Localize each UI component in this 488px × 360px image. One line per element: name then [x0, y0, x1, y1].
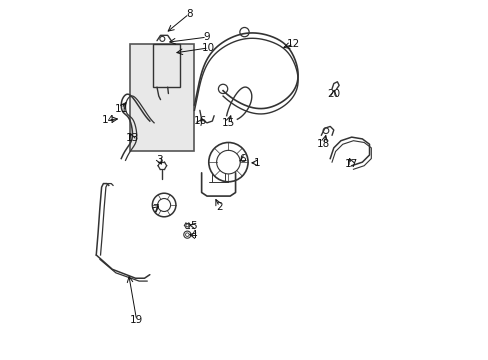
Text: 12: 12: [286, 39, 300, 49]
Bar: [153, 44, 180, 87]
Text: 20: 20: [326, 89, 340, 99]
Text: 4: 4: [190, 230, 197, 240]
Text: 8: 8: [185, 9, 192, 19]
Bar: [130, 44, 194, 152]
Text: 3: 3: [156, 156, 163, 165]
Text: 14: 14: [101, 115, 114, 125]
Text: 15: 15: [222, 118, 235, 128]
Text: 11: 11: [114, 104, 128, 113]
Text: 7: 7: [152, 204, 158, 214]
Text: 5: 5: [190, 221, 197, 231]
Text: 19: 19: [130, 315, 143, 325]
Text: 17: 17: [345, 159, 358, 169]
Text: 9: 9: [203, 32, 210, 42]
Text: 2: 2: [216, 202, 223, 212]
Text: 6: 6: [239, 154, 245, 164]
Text: 1: 1: [253, 158, 260, 168]
Text: 10: 10: [202, 43, 215, 53]
Text: 16: 16: [194, 116, 207, 126]
Text: 18: 18: [317, 139, 330, 149]
Text: 13: 13: [125, 133, 138, 143]
